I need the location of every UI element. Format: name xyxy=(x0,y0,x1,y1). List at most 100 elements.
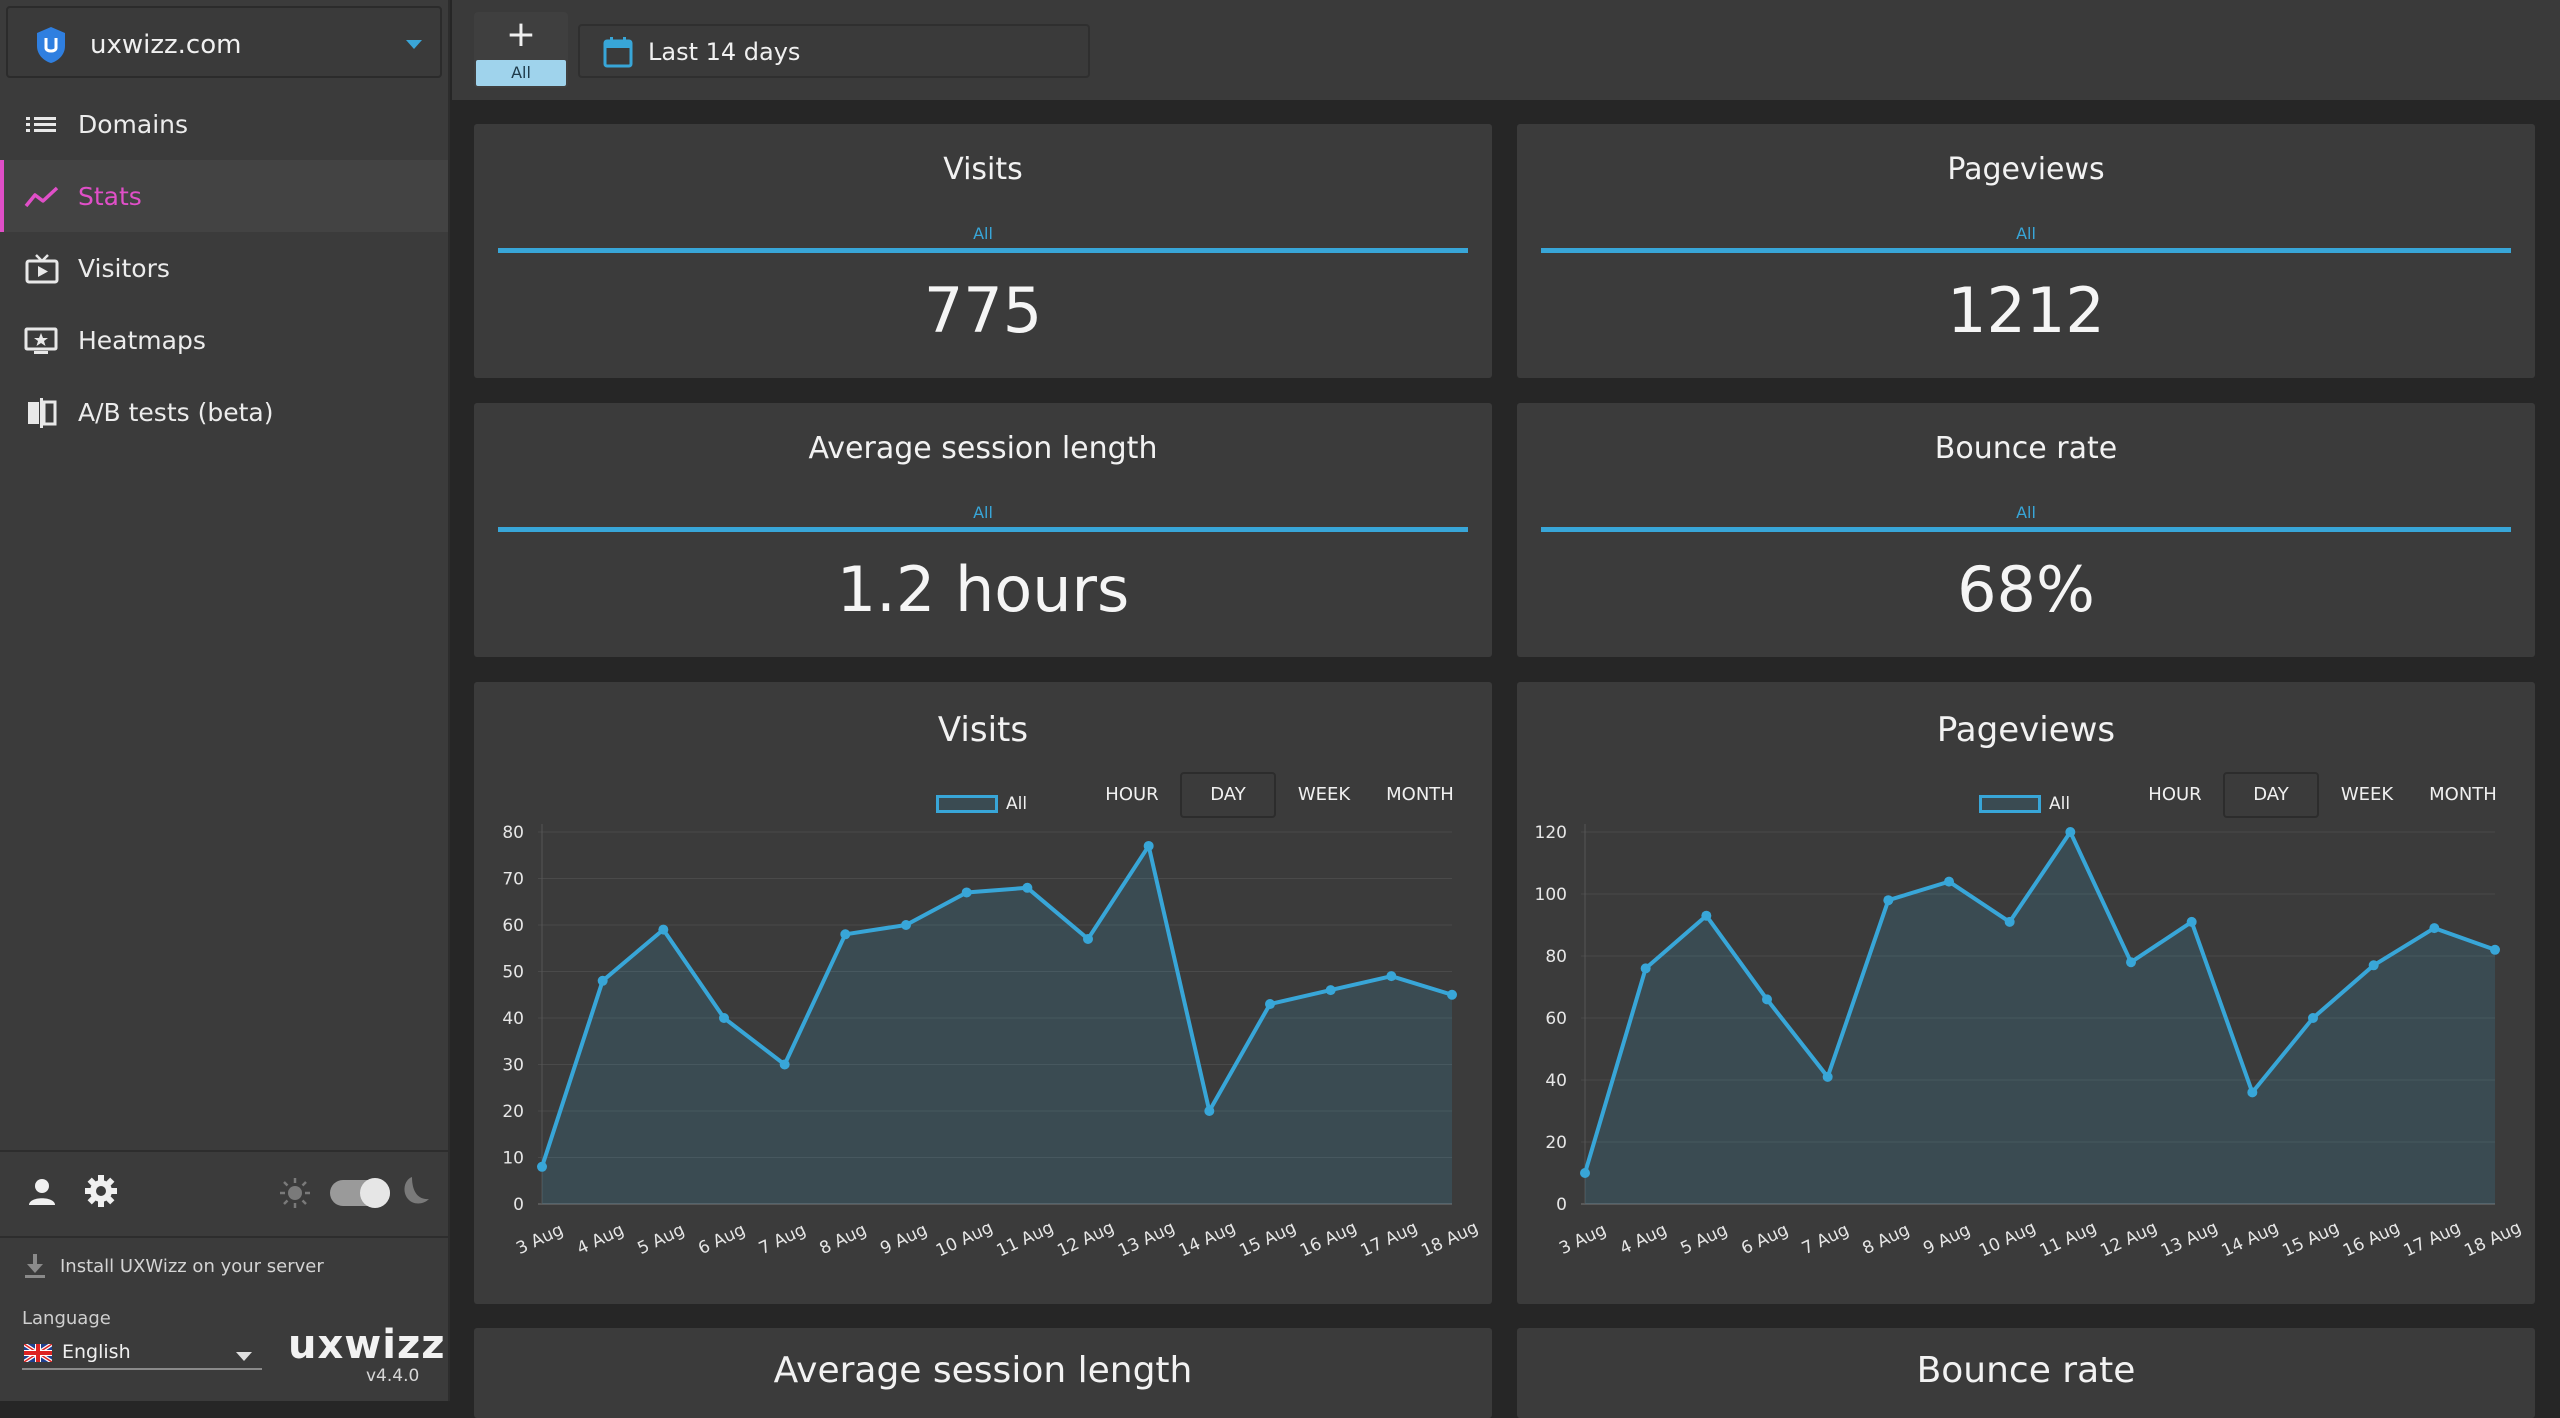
user-icon[interactable] xyxy=(26,1176,58,1208)
data-point xyxy=(1883,895,1894,906)
data-point xyxy=(1325,985,1336,996)
sidebar-item-ab-tests[interactable]: A/B tests (beta) xyxy=(0,376,448,448)
y-tick-label: 50 xyxy=(502,963,524,983)
sidebar-item-domains[interactable]: Domains xyxy=(0,88,448,160)
language-select[interactable]: English xyxy=(22,1338,262,1370)
sidebar-item-label: Visitors xyxy=(78,253,170,283)
x-tick-label: 10 Aug xyxy=(1976,1218,2039,1262)
tab-month[interactable]: MONTH xyxy=(1386,784,1454,805)
data-point xyxy=(2308,1013,2318,1023)
segment-label[interactable]: All xyxy=(2016,503,2036,522)
install-link[interactable]: Install UXWizz on your server xyxy=(22,1252,324,1280)
tab-hour[interactable]: HOUR xyxy=(2148,784,2202,805)
chevron-down-icon xyxy=(406,40,422,49)
data-point xyxy=(2126,957,2136,968)
sidebar-item-label: A/B tests (beta) xyxy=(78,397,274,427)
compare-icon xyxy=(28,398,57,428)
pageviews-card: Pageviews All 1212 xyxy=(1517,124,2535,378)
data-point xyxy=(1822,1071,1833,1082)
tab-week[interactable]: WEEK xyxy=(2340,784,2394,805)
x-tick-label: 6 Aug xyxy=(695,1220,748,1259)
data-point xyxy=(1386,971,1397,982)
session-length-card: Average session length All 1.2 hours xyxy=(474,403,1492,657)
segment-label[interactable]: All xyxy=(973,503,993,522)
x-tick-label: 14 Aug xyxy=(1176,1218,1239,1262)
tv-play-icon xyxy=(25,254,59,284)
y-tick-label: 30 xyxy=(502,1056,524,1076)
x-tick-label: 4 Aug xyxy=(574,1220,627,1259)
site-selector[interactable]: uxwizz.com xyxy=(6,6,442,78)
y-tick-label: 10 xyxy=(502,1149,524,1169)
site-name: uxwizz.com xyxy=(90,30,242,60)
data-point xyxy=(961,887,972,898)
divider xyxy=(0,1236,448,1238)
theme-toggle[interactable] xyxy=(330,1178,390,1208)
chevron-down-icon xyxy=(236,1352,252,1361)
date-range-picker[interactable]: Last 14 days xyxy=(578,24,1090,78)
bounce-rate-card: Bounce rate All 68% xyxy=(1517,403,2535,657)
plus-icon: + xyxy=(505,14,537,55)
data-point xyxy=(2247,1087,2258,1098)
y-tick-label: 40 xyxy=(1545,1071,1567,1091)
legend-swatch xyxy=(1979,795,2041,813)
x-tick-label: 16 Aug xyxy=(1297,1218,1360,1262)
x-tick-label: 4 Aug xyxy=(1617,1220,1670,1259)
data-point xyxy=(1022,882,1033,893)
data-point xyxy=(658,924,669,935)
segment-label[interactable]: All xyxy=(973,224,993,243)
download-icon xyxy=(25,1254,45,1278)
data-point xyxy=(2004,916,2015,927)
session-length-chart-card: Average session length xyxy=(474,1328,1492,1418)
tab-week[interactable]: WEEK xyxy=(1297,784,1351,805)
sidebar-item-heatmaps[interactable]: Heatmaps xyxy=(0,304,448,376)
data-point xyxy=(1204,1106,1215,1116)
tab-month[interactable]: MONTH xyxy=(2429,784,2497,805)
chart-title: Bounce rate xyxy=(1916,1350,2136,1391)
legend-label: All xyxy=(1006,794,1028,814)
data-point xyxy=(1265,999,1275,1010)
visits-chart-card: 0 10 20 30 40 50 60 70 80 3 Aug 4 Aug 5 Aug 6 Aug 7 A… xyxy=(474,682,1492,1304)
toggle-knob xyxy=(360,1178,390,1208)
tab-hour[interactable]: HOUR xyxy=(1105,784,1159,805)
gear-icon[interactable] xyxy=(84,1174,118,1208)
sidebar-item-visitors[interactable]: Visitors xyxy=(0,232,448,304)
moon-icon xyxy=(404,1177,429,1204)
sidebar-item-stats[interactable]: Stats xyxy=(0,160,448,232)
data-point xyxy=(779,1059,790,1070)
segment-label: All xyxy=(476,60,566,86)
metric-value: 775 xyxy=(923,274,1043,347)
data-point xyxy=(597,975,608,986)
language-value: English xyxy=(62,1341,131,1363)
legend-label: All xyxy=(2049,794,2071,814)
metric-title: Average session length xyxy=(808,431,1158,466)
data-point xyxy=(2186,916,2197,927)
data-point xyxy=(537,1161,547,1172)
x-tick-label: 13 Aug xyxy=(1115,1218,1178,1262)
monitor-star-icon xyxy=(24,327,58,354)
add-segment-button[interactable]: + All xyxy=(474,12,568,88)
uxwizz-logo-icon xyxy=(37,27,65,63)
x-tick-label: 18 Aug xyxy=(1418,1218,1481,1262)
segment-label[interactable]: All xyxy=(2016,224,2036,243)
tab-day[interactable]: DAY xyxy=(2223,772,2319,818)
chart-legend[interactable]: All xyxy=(1979,794,2070,814)
data-point xyxy=(1640,963,1651,974)
data-point xyxy=(1701,910,1712,921)
legend-swatch xyxy=(936,795,998,813)
pageviews-chart: 0 20 40 60 80 100 120 3 Aug 4 Aug 5 Aug 6 Aug 7 Aug… xyxy=(1535,823,2525,1262)
y-tick-label: 80 xyxy=(502,823,524,843)
chart-legend[interactable]: All xyxy=(936,794,1027,814)
y-tick-label: 0 xyxy=(1556,1195,1567,1215)
toolbar: + All Last 14 days xyxy=(452,0,2560,100)
data-point xyxy=(1447,989,1457,1000)
x-tick-label: 15 Aug xyxy=(1236,1218,1299,1262)
x-tick-label: 9 Aug xyxy=(877,1220,930,1259)
y-tick-label: 80 xyxy=(1545,947,1567,967)
tab-day[interactable]: DAY xyxy=(1180,772,1276,818)
y-tick-label: 20 xyxy=(1545,1133,1567,1153)
data-point xyxy=(1083,933,1093,944)
y-tick-label: 20 xyxy=(502,1102,524,1122)
data-point xyxy=(1944,876,1954,887)
y-tick-label: 60 xyxy=(502,916,524,936)
y-tick-label: 100 xyxy=(1535,885,1567,905)
